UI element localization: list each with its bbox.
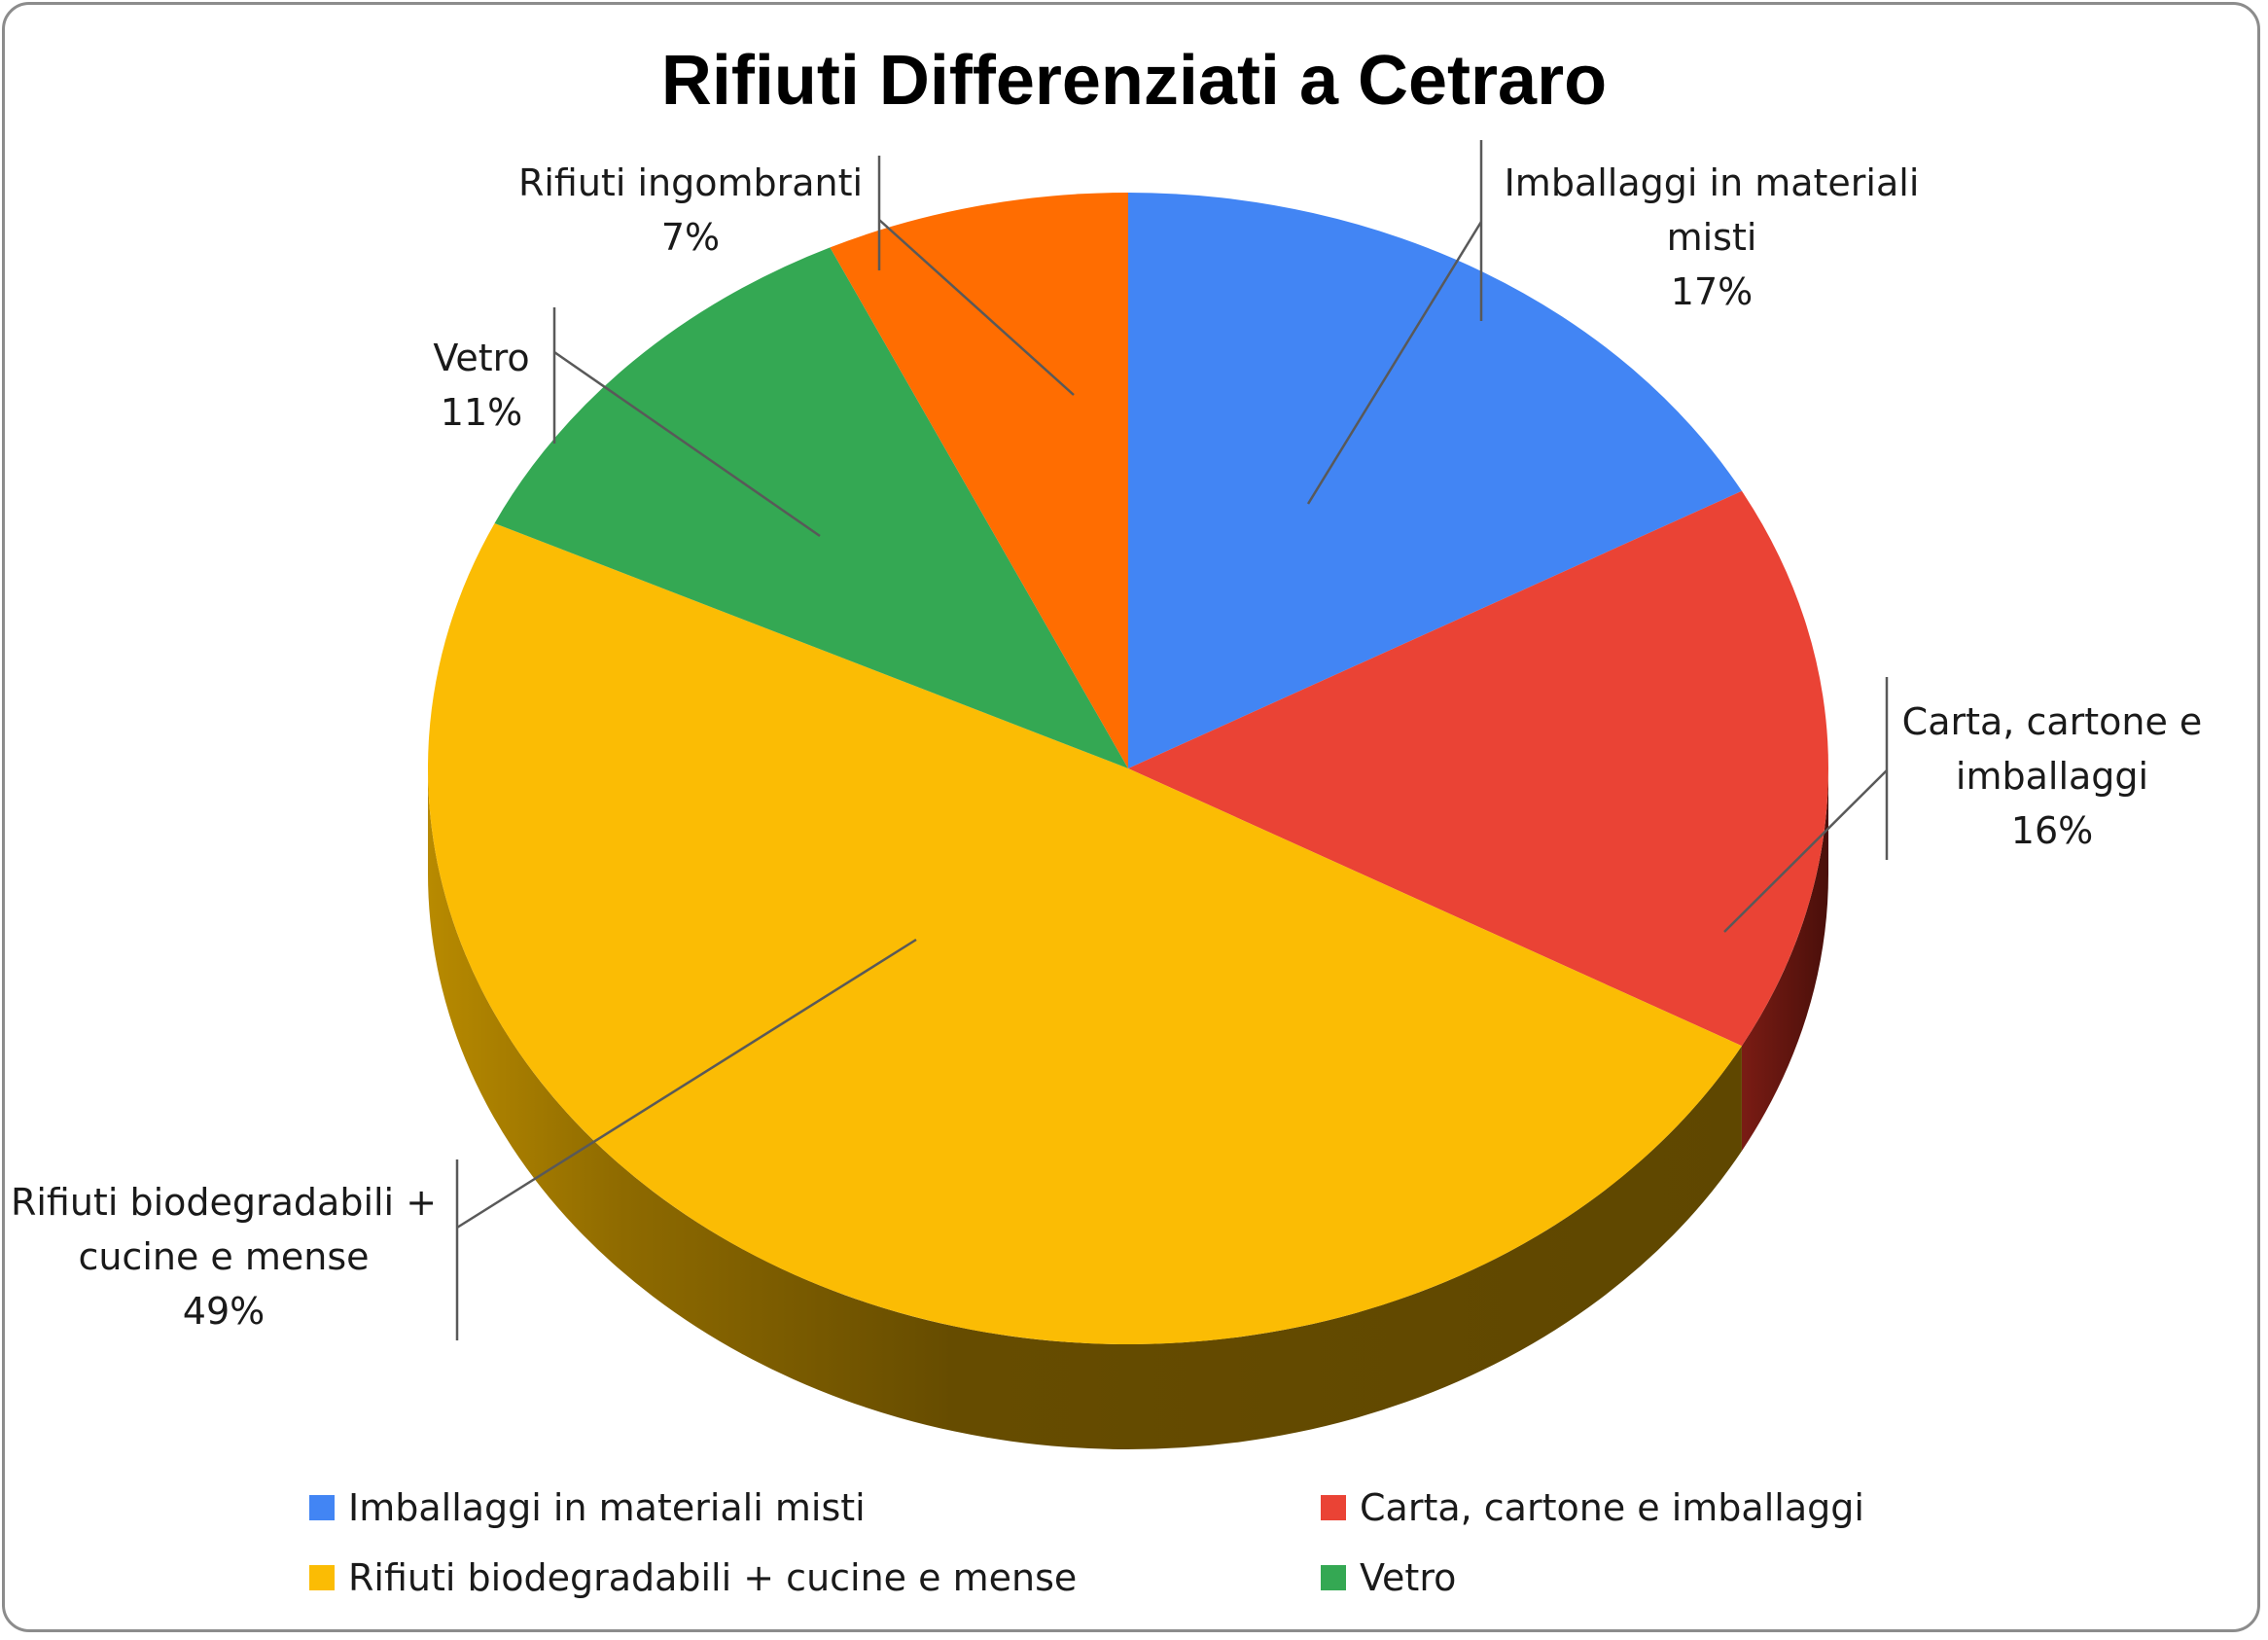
legend-label: Imballaggi in materiali misti — [348, 1486, 866, 1529]
pie-slice-vetro — [494, 247, 1128, 768]
leader-lines-layer — [455, 140, 1889, 1340]
legend-label: Rifiuti biodegradabili + cucine e mense — [348, 1556, 1078, 1599]
legend-item-biodegradabili: Rifiuti biodegradabili + cucine e mense — [309, 1556, 1077, 1599]
legend-swatch — [309, 1565, 335, 1590]
pie-slice-carta-cartone-e-imballaggi — [1128, 490, 1828, 1047]
leader-line-biodegradabili — [456, 938, 917, 1230]
data-label-imballaggi: Imballaggi in materiali misti 17% — [1504, 161, 1920, 313]
legend-swatch — [309, 1495, 335, 1520]
pie-slice-imballaggi-in-materiali-misti — [1128, 193, 1742, 768]
pie-top-layer — [427, 193, 1828, 1345]
data-label-vetro: Vetro 11% — [433, 337, 530, 434]
legend-item-vetro: Vetro — [1321, 1556, 1456, 1599]
pie-slice-rifiuti-ingombranti — [830, 193, 1128, 768]
legend-swatch — [1321, 1565, 1346, 1590]
pie-slice-rifiuti-biodegradabili-cucine-e-mense — [427, 522, 1742, 1345]
leader-line-vetro — [553, 350, 821, 538]
leader-line-ingombranti — [878, 219, 1075, 396]
legend-label: Vetro — [1360, 1556, 1457, 1599]
data-label-carta: Carta, cartone e imballaggi 16% — [1901, 700, 2203, 852]
pie-side-rifiuti-biodegradabili-cucine-e-mense — [428, 768, 1742, 1449]
chart-title: Rifiuti Differenziati a Cetraro — [660, 42, 1608, 120]
pie-side-carta-cartone-e-imballaggi — [1741, 768, 1828, 1152]
legend-label: Carta, cartone e imballaggi — [1360, 1486, 1864, 1529]
legend-item-carta: Carta, cartone e imballaggi — [1321, 1486, 1864, 1529]
data-label-biodegradabili: Rifiuti biodegradabili + cucine e mense … — [10, 1181, 438, 1333]
leader-line-carta — [1723, 769, 1888, 933]
legend-swatch — [1321, 1495, 1346, 1520]
legend-item-imballaggi: Imballaggi in materiali misti — [309, 1486, 866, 1529]
pie-side-layer — [428, 768, 1828, 1449]
leader-line-imballaggi — [1306, 221, 1483, 505]
data-label-ingombranti: Rifiuti ingombranti 7% — [517, 161, 864, 259]
